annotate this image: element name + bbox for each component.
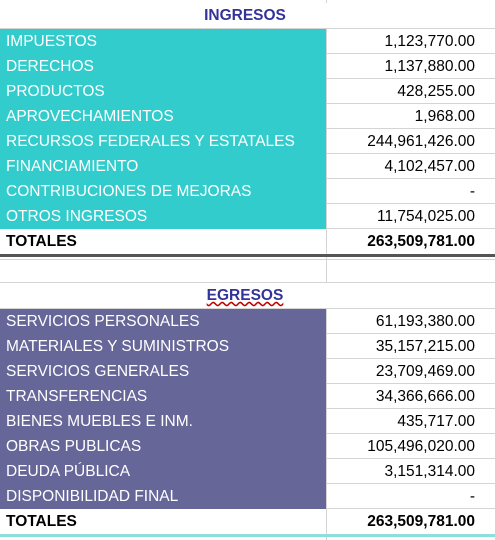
grid-line bbox=[326, 178, 495, 179]
row-label: FINANCIAMIENTO bbox=[0, 154, 326, 179]
grid-line bbox=[326, 458, 495, 459]
row-label: OTROS INGRESOS bbox=[0, 204, 326, 229]
section-title: EGRESOS bbox=[0, 283, 490, 308]
row-label: IMPUESTOS bbox=[0, 29, 326, 54]
grid-line bbox=[326, 408, 495, 409]
total-value: 263,509,781.00 bbox=[367, 513, 475, 530]
row-label: BIENES MUEBLES E INM. bbox=[0, 409, 326, 434]
grid-line bbox=[326, 78, 495, 79]
grid-line bbox=[326, 0, 327, 540]
row-value: 1,123,770.00 bbox=[384, 33, 475, 50]
row-label: CONTRIBUCIONES DE MEJORAS bbox=[0, 179, 326, 204]
grid-line bbox=[326, 103, 495, 104]
grid-line bbox=[326, 53, 495, 54]
row-value: 4,102,457.00 bbox=[384, 158, 475, 175]
grid-line bbox=[326, 358, 495, 359]
row-value: 105,496,020.00 bbox=[367, 438, 475, 455]
row-label: TRANSFERENCIAS bbox=[0, 384, 326, 409]
grid-line bbox=[326, 228, 495, 229]
grid-line bbox=[326, 383, 495, 384]
row-value: 244,961,426.00 bbox=[367, 133, 475, 150]
grid-line bbox=[0, 308, 495, 309]
row-value: - bbox=[469, 488, 475, 505]
row-label: DERECHOS bbox=[0, 54, 326, 79]
grid-line bbox=[326, 203, 495, 204]
row-label: APROVECHAMIENTOS bbox=[0, 104, 326, 129]
grid-line bbox=[326, 483, 495, 484]
grid-line bbox=[326, 333, 495, 334]
row-value: 61,193,380.00 bbox=[375, 313, 475, 330]
total-label: TOTALES bbox=[6, 233, 77, 250]
grid-line bbox=[326, 153, 495, 154]
total-border bbox=[0, 534, 495, 537]
row-value: 11,754,025.00 bbox=[377, 208, 475, 225]
row-value: 428,255.00 bbox=[397, 83, 475, 100]
row-label: PRODUCTOS bbox=[0, 79, 326, 104]
total-value: 263,509,781.00 bbox=[367, 233, 475, 250]
grid-line bbox=[326, 128, 495, 129]
row-label: DEUDA PÚBLICA bbox=[0, 459, 326, 484]
row-label: OBRAS PUBLICAS bbox=[0, 434, 326, 459]
grid-line bbox=[326, 508, 495, 509]
row-value: 34,366,666.00 bbox=[375, 388, 475, 405]
row-value: 435,717.00 bbox=[397, 413, 475, 430]
grid-line bbox=[326, 433, 495, 434]
grid-line bbox=[0, 282, 495, 283]
row-value: - bbox=[469, 183, 475, 200]
total-border bbox=[0, 254, 495, 257]
row-value: 1,968.00 bbox=[414, 108, 475, 125]
total-label: TOTALES bbox=[6, 513, 77, 530]
grid-line bbox=[0, 259, 495, 260]
row-label: SERVICIOS PERSONALES bbox=[0, 309, 326, 334]
row-label: SERVICIOS GENERALES bbox=[0, 359, 326, 384]
row-label: MATERIALES Y SUMINISTROS bbox=[0, 334, 326, 359]
row-label: RECURSOS FEDERALES Y ESTATALES bbox=[0, 129, 326, 154]
row-value: 23,709,469.00 bbox=[375, 363, 475, 380]
row-label: DISPONIBILIDAD FINAL bbox=[0, 484, 326, 509]
row-value: 35,157,215.00 bbox=[375, 338, 475, 355]
row-value: 3,151,314.00 bbox=[384, 463, 475, 480]
grid-line bbox=[0, 28, 495, 29]
row-value: 1,137,880.00 bbox=[384, 58, 475, 75]
section-title: INGRESOS bbox=[0, 3, 490, 28]
